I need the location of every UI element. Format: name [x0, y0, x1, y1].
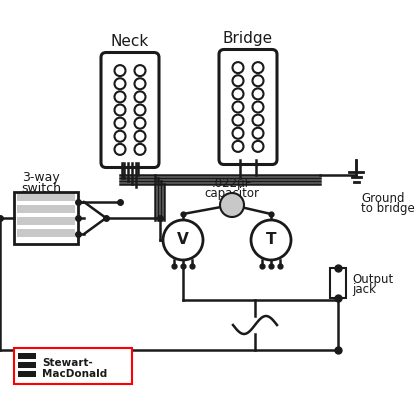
Circle shape [232, 89, 244, 99]
Circle shape [232, 62, 244, 73]
FancyBboxPatch shape [219, 50, 277, 164]
Bar [17, 193, 75, 201]
Circle shape [115, 78, 125, 89]
Text: T: T [266, 233, 276, 247]
Circle shape [115, 104, 125, 116]
Bar [14, 348, 132, 384]
Circle shape [115, 118, 125, 129]
Bar [18, 353, 36, 359]
Bar [18, 371, 36, 377]
Bar [17, 229, 75, 237]
Text: Ground: Ground [361, 192, 405, 205]
Text: Output: Output [352, 273, 393, 286]
FancyBboxPatch shape [101, 52, 159, 168]
Circle shape [252, 141, 264, 152]
Circle shape [252, 128, 264, 139]
Text: 3-way: 3-way [22, 171, 60, 184]
Text: MacDonald: MacDonald [42, 369, 107, 379]
Text: Neck: Neck [111, 35, 149, 50]
Bar [14, 192, 78, 244]
Circle shape [251, 220, 291, 260]
Circle shape [163, 220, 203, 260]
Circle shape [252, 115, 264, 125]
Circle shape [252, 62, 264, 73]
Circle shape [134, 104, 146, 116]
Circle shape [134, 144, 146, 155]
Circle shape [134, 118, 146, 129]
Bar [18, 362, 36, 368]
Bar [17, 217, 75, 225]
Circle shape [115, 131, 125, 142]
Text: .022μF: .022μF [212, 177, 252, 190]
Circle shape [134, 65, 146, 76]
Circle shape [115, 91, 125, 102]
Circle shape [252, 75, 264, 86]
Bar [330, 268, 346, 298]
Circle shape [134, 131, 146, 142]
Circle shape [134, 78, 146, 89]
Circle shape [115, 65, 125, 76]
Circle shape [232, 128, 244, 139]
Circle shape [252, 89, 264, 99]
Circle shape [232, 115, 244, 125]
Circle shape [115, 144, 125, 155]
Circle shape [252, 102, 264, 112]
Text: switch: switch [21, 182, 61, 195]
Circle shape [232, 141, 244, 152]
Bar [17, 205, 75, 213]
Circle shape [220, 193, 244, 217]
Text: capacitor: capacitor [205, 187, 259, 200]
Text: V: V [177, 233, 189, 247]
Text: Bridge: Bridge [223, 31, 273, 46]
Circle shape [134, 91, 146, 102]
Text: to bridge: to bridge [361, 202, 415, 215]
Circle shape [232, 102, 244, 112]
Text: Stewart-: Stewart- [42, 358, 93, 368]
Circle shape [232, 75, 244, 86]
Text: jack: jack [352, 283, 376, 296]
